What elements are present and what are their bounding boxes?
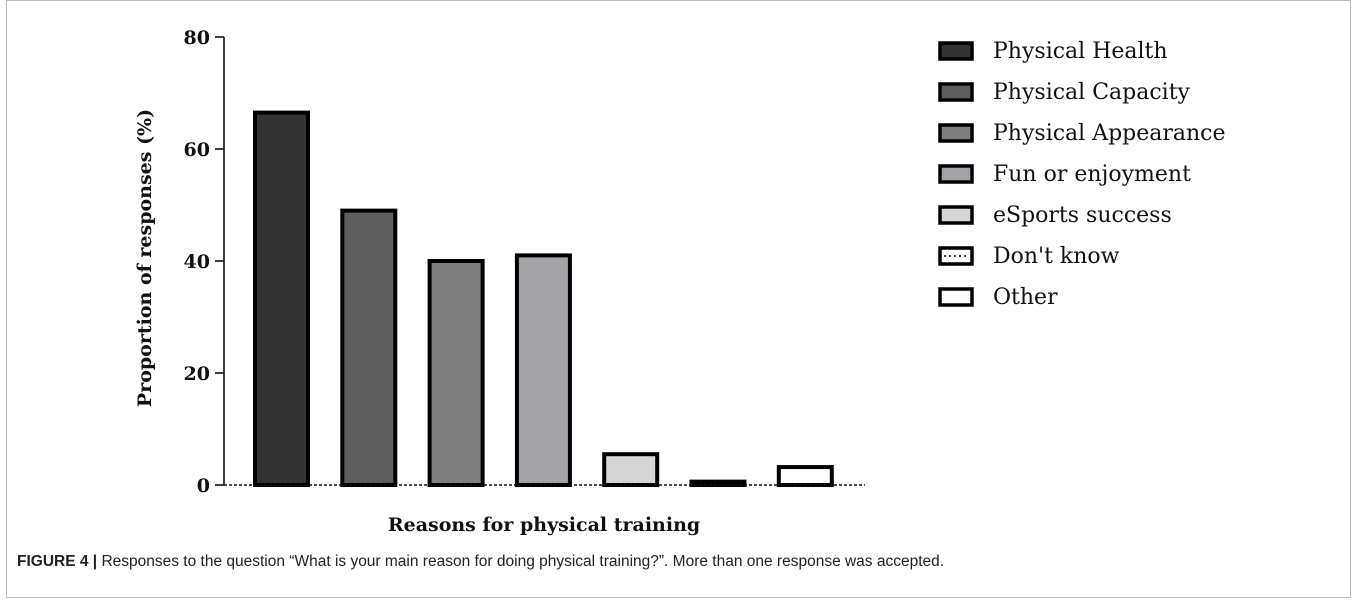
y-tick-label: 0 — [197, 475, 210, 497]
bar-fun-or-enjoyment — [514, 253, 572, 487]
legend-label-don-t-know: Don't know — [993, 244, 1120, 269]
legend-label-physical-appearance: Physical Appearance — [993, 121, 1226, 146]
legend-label-physical-capacity: Physical Capacity — [993, 80, 1191, 105]
caption-text: Responses to the question “What is your … — [97, 553, 945, 570]
y-axis: 0 20 40 60 80 — [184, 27, 225, 497]
figure-frame — [6, 0, 1351, 598]
caption-label: FIGURE 4 | — [17, 553, 98, 570]
legend-swatch-physical-capacity — [938, 82, 974, 102]
y-tick-label: 40 — [184, 251, 210, 273]
legend-label-fun-or-enjoyment: Fun or enjoyment — [993, 162, 1191, 187]
legend: Physical Health Physical Capacity Physical… — [938, 39, 1226, 310]
x-axis-label: Reasons for physical training — [388, 514, 700, 536]
figure-caption: FIGURE 4 | Responses to the question “Wh… — [17, 553, 1337, 571]
bar-physical-health — [253, 110, 310, 487]
legend-swatch-fun-or-enjoyment — [938, 164, 974, 184]
y-tick-label: 20 — [184, 363, 210, 385]
bar-chart: 0 20 40 60 80 Proportion of responses (%) Re… — [134, 27, 1226, 536]
legend-label-other: Other — [993, 285, 1058, 310]
bar-other — [776, 465, 834, 487]
bar-physical-appearance — [427, 259, 485, 487]
legend-label-esports-success: eSports success — [993, 203, 1172, 228]
legend-swatch-other — [938, 287, 974, 307]
y-tick-label: 60 — [184, 139, 210, 161]
legend-swatch-physical-health — [938, 41, 974, 61]
y-axis-label: Proportion of responses (%) — [134, 109, 156, 407]
bar-esports-success — [602, 452, 660, 488]
legend-swatch-esports-success — [938, 205, 974, 225]
y-tick-label: 80 — [184, 27, 210, 49]
legend-swatch-physical-appearance — [938, 123, 974, 143]
legend-label-physical-health: Physical Health — [993, 39, 1168, 64]
bar-physical-capacity — [340, 208, 398, 487]
bars — [253, 110, 834, 488]
bar-don-t-know — [689, 479, 747, 488]
